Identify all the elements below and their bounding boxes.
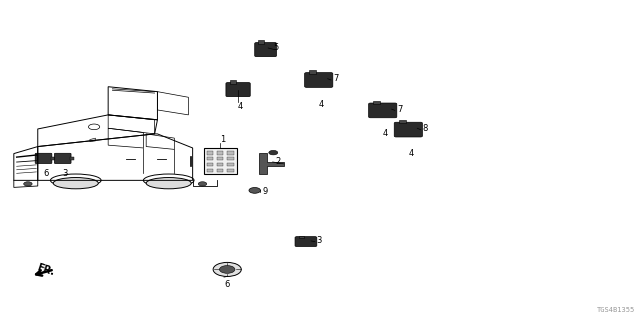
Text: 2: 2: [275, 157, 280, 166]
Circle shape: [220, 266, 235, 273]
Bar: [227, 151, 234, 155]
Text: 9: 9: [262, 188, 268, 196]
Text: 8: 8: [422, 124, 428, 133]
Text: 4: 4: [383, 129, 388, 138]
Text: FR.: FR.: [36, 263, 56, 278]
Bar: [230, 81, 236, 84]
FancyBboxPatch shape: [369, 103, 397, 118]
Bar: [227, 157, 234, 160]
Circle shape: [198, 182, 207, 186]
Text: TGS4B1355: TGS4B1355: [596, 307, 635, 313]
Text: 4: 4: [238, 102, 243, 111]
Polygon shape: [259, 153, 284, 174]
Bar: [259, 41, 264, 44]
Bar: [207, 163, 213, 166]
Bar: [399, 120, 406, 123]
FancyBboxPatch shape: [295, 237, 317, 246]
Bar: [204, 148, 237, 174]
Circle shape: [249, 188, 260, 193]
Bar: [309, 70, 316, 74]
Bar: [207, 157, 213, 160]
Bar: [207, 169, 213, 172]
Text: 7: 7: [397, 105, 402, 114]
Bar: [299, 236, 304, 237]
Circle shape: [213, 262, 241, 276]
Text: 6: 6: [44, 169, 49, 178]
Bar: [70, 157, 74, 160]
Bar: [217, 163, 223, 166]
Bar: [207, 151, 213, 155]
Text: 6: 6: [224, 280, 229, 289]
Text: 3: 3: [316, 236, 321, 245]
Bar: [217, 157, 223, 160]
FancyBboxPatch shape: [305, 73, 333, 87]
Bar: [217, 169, 223, 172]
Bar: [227, 163, 234, 166]
Ellipse shape: [53, 178, 99, 189]
Circle shape: [269, 150, 278, 155]
Ellipse shape: [146, 178, 191, 189]
Bar: [227, 169, 234, 172]
FancyBboxPatch shape: [255, 43, 276, 57]
Polygon shape: [90, 138, 95, 142]
Text: 1: 1: [220, 135, 225, 144]
Text: 4: 4: [319, 100, 324, 109]
Bar: [373, 101, 380, 104]
FancyBboxPatch shape: [226, 83, 250, 97]
FancyBboxPatch shape: [35, 153, 52, 164]
Text: 3: 3: [63, 169, 68, 178]
FancyBboxPatch shape: [54, 153, 71, 164]
FancyBboxPatch shape: [394, 122, 422, 137]
Text: 5: 5: [273, 44, 278, 52]
Bar: [217, 151, 223, 155]
Text: 7: 7: [333, 74, 338, 83]
Bar: [51, 157, 55, 160]
Text: 4: 4: [408, 149, 413, 158]
Circle shape: [24, 182, 32, 186]
